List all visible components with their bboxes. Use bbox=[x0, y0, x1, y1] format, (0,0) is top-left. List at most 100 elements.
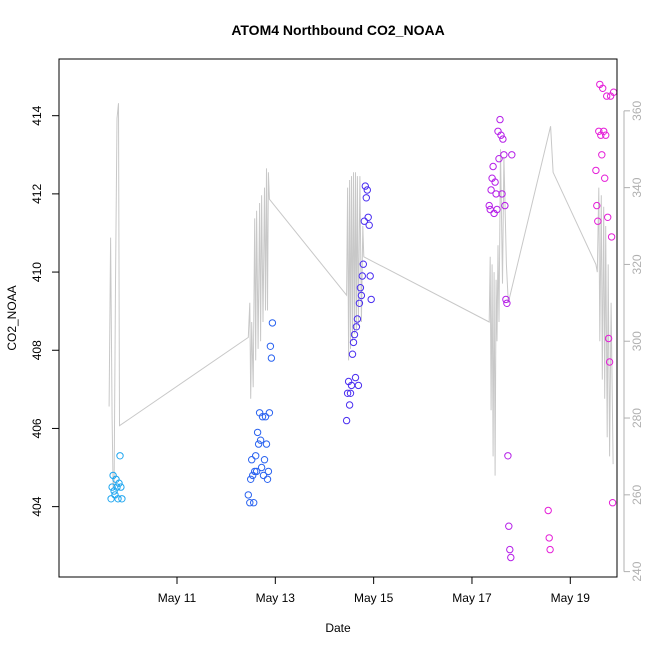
data-point bbox=[487, 186, 495, 194]
data-point bbox=[348, 350, 357, 358]
x-axis-label: Date bbox=[325, 621, 351, 635]
chart-title: ATOM4 Northbound CO2_NOAA bbox=[231, 22, 444, 38]
data-point bbox=[251, 467, 259, 476]
data-point bbox=[261, 413, 270, 421]
data-point bbox=[355, 299, 364, 307]
y-tick-label: 406 bbox=[30, 418, 44, 438]
y2-tick-label: 340 bbox=[630, 177, 644, 197]
data-point bbox=[508, 151, 516, 159]
right-axis: 240 260 280 300 320 340 360 bbox=[623, 101, 644, 582]
y-tick-label: 408 bbox=[30, 340, 44, 360]
data-point bbox=[598, 151, 606, 159]
line-series bbox=[108, 103, 614, 488]
data-point bbox=[118, 495, 126, 503]
data-point bbox=[354, 381, 363, 390]
data-point bbox=[499, 135, 507, 143]
data-point bbox=[502, 295, 510, 304]
y2-tick-label: 320 bbox=[630, 254, 644, 274]
data-point bbox=[264, 467, 273, 476]
data-point bbox=[607, 233, 616, 241]
data-point bbox=[498, 190, 506, 198]
data-point bbox=[545, 534, 553, 542]
data-point bbox=[501, 201, 509, 210]
axes: May 11 May 13 May 15 May 17 May 19 404 406 408 4… bbox=[30, 58, 618, 605]
data-point bbox=[608, 499, 617, 507]
x-tick-label: May 19 bbox=[551, 591, 591, 605]
y-tick-label: 404 bbox=[30, 496, 44, 516]
data-point bbox=[504, 452, 512, 460]
data-point bbox=[113, 483, 121, 491]
data-point bbox=[244, 491, 253, 499]
data-point bbox=[107, 495, 115, 503]
data-point bbox=[350, 330, 359, 339]
x-tick-label: May 11 bbox=[158, 591, 197, 605]
data-point bbox=[108, 483, 116, 491]
y-axis-label: CO2_NOAA bbox=[5, 285, 19, 350]
data-point bbox=[351, 373, 360, 382]
data-point bbox=[345, 401, 354, 409]
data-point bbox=[367, 295, 375, 304]
data-point bbox=[250, 499, 258, 507]
x-tick-label: May 17 bbox=[452, 591, 492, 605]
data-point bbox=[257, 463, 266, 472]
data-point bbox=[256, 436, 265, 444]
data-point bbox=[249, 471, 257, 480]
data-point bbox=[252, 467, 261, 476]
y2-tick-label: 280 bbox=[630, 408, 644, 428]
data-point bbox=[267, 354, 276, 362]
y-tick-label: 412 bbox=[30, 184, 44, 204]
data-point bbox=[361, 182, 369, 190]
data-point bbox=[342, 416, 351, 425]
data-point bbox=[507, 553, 515, 562]
y2-tick-label: 300 bbox=[630, 331, 644, 351]
data-point bbox=[493, 205, 501, 214]
data-point bbox=[263, 475, 272, 483]
y2-tick-label: 240 bbox=[630, 561, 644, 581]
data-point bbox=[497, 131, 505, 139]
data-point bbox=[506, 545, 514, 554]
data-point bbox=[265, 409, 274, 417]
data-point bbox=[352, 323, 361, 331]
data-point bbox=[347, 381, 356, 390]
data-point bbox=[366, 272, 374, 280]
data-point bbox=[593, 201, 601, 210]
data-point bbox=[360, 217, 368, 225]
data-point bbox=[117, 483, 125, 491]
data-point bbox=[246, 499, 254, 507]
data-point bbox=[505, 522, 513, 530]
data-point bbox=[485, 201, 493, 210]
line-series-path bbox=[108, 103, 614, 488]
data-point bbox=[362, 194, 370, 202]
data-point bbox=[604, 334, 613, 343]
data-point bbox=[116, 452, 124, 460]
data-point bbox=[601, 174, 609, 182]
data-point bbox=[364, 213, 372, 222]
data-point bbox=[253, 428, 262, 437]
data-point bbox=[496, 115, 504, 124]
data-point bbox=[115, 479, 123, 487]
data-point bbox=[599, 84, 607, 93]
data-point bbox=[252, 452, 260, 460]
data-point bbox=[546, 545, 554, 554]
y-tick-label: 414 bbox=[30, 105, 44, 125]
data-point bbox=[353, 315, 362, 323]
data-point bbox=[489, 162, 497, 171]
data-point bbox=[604, 213, 612, 222]
data-point bbox=[343, 389, 352, 397]
data-point bbox=[365, 221, 373, 229]
data-point bbox=[356, 284, 365, 292]
data-point bbox=[247, 475, 255, 483]
data-point bbox=[266, 342, 275, 350]
scatter-points bbox=[107, 80, 618, 562]
y2-tick-label: 360 bbox=[630, 101, 644, 121]
data-point bbox=[603, 92, 611, 100]
x-tick-label: May 15 bbox=[354, 591, 394, 605]
data-point bbox=[544, 506, 552, 515]
data-point bbox=[254, 440, 263, 448]
data-point bbox=[592, 166, 600, 175]
data-point bbox=[359, 260, 367, 268]
data-point bbox=[260, 456, 269, 464]
data-point bbox=[363, 186, 371, 194]
data-point bbox=[346, 389, 355, 397]
